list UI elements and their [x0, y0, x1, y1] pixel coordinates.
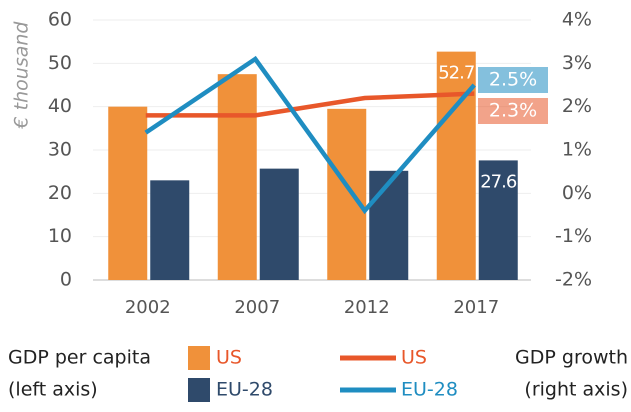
y2-tick-label: 2% — [562, 95, 592, 117]
y-tick-label: 10 — [48, 225, 72, 247]
legend-label: US — [216, 347, 242, 369]
data-label: 2.5% — [489, 69, 537, 91]
legend-title: (left axis) — [8, 379, 98, 401]
y-tick-label: 60 — [48, 9, 72, 31]
bar — [436, 51, 476, 281]
y2-tick-label: 3% — [562, 52, 592, 74]
legend-label: EU-28 — [216, 379, 273, 401]
data-label: 52.7 — [438, 63, 474, 84]
legend-title: GDP growth — [515, 347, 628, 369]
data-label: 27.6 — [480, 171, 517, 192]
y2-tick-label: 4% — [562, 9, 592, 31]
data-label-box — [478, 67, 548, 93]
x-tick-label: 2012 — [344, 297, 390, 318]
bar — [108, 106, 148, 281]
y-tick-label: 50 — [48, 52, 72, 74]
legend-title: GDP per capita — [8, 347, 151, 369]
bar — [369, 170, 409, 280]
y-tick-label: 0 — [60, 269, 72, 291]
legend-label: EU-28 — [401, 379, 458, 401]
bar — [217, 74, 257, 281]
legend-swatch — [188, 346, 210, 370]
x-tick-label: 2017 — [453, 297, 499, 318]
y-axis-label: € thousand — [11, 21, 33, 130]
legend-label: US — [401, 347, 427, 369]
legend-swatch — [188, 378, 210, 402]
legend-title: (right axis) — [524, 379, 628, 401]
data-label: 2.3% — [489, 100, 537, 122]
y-tick-label: 30 — [48, 139, 72, 161]
x-tick-label: 2002 — [125, 297, 171, 318]
bar — [327, 108, 367, 280]
bar — [478, 160, 518, 280]
y2-tick-label: -1% — [555, 225, 592, 247]
line — [145, 91, 475, 118]
x-tick-label: 2007 — [234, 297, 280, 318]
y2-tick-label: -2% — [555, 269, 592, 291]
y-tick-label: 20 — [48, 182, 72, 204]
data-label-box — [478, 98, 548, 124]
y2-tick-label: 0% — [562, 182, 592, 204]
bar — [259, 168, 299, 280]
y2-tick-label: 1% — [562, 139, 592, 161]
bar — [150, 180, 190, 280]
y-tick-label: 40 — [48, 95, 72, 117]
line — [144, 55, 476, 215]
